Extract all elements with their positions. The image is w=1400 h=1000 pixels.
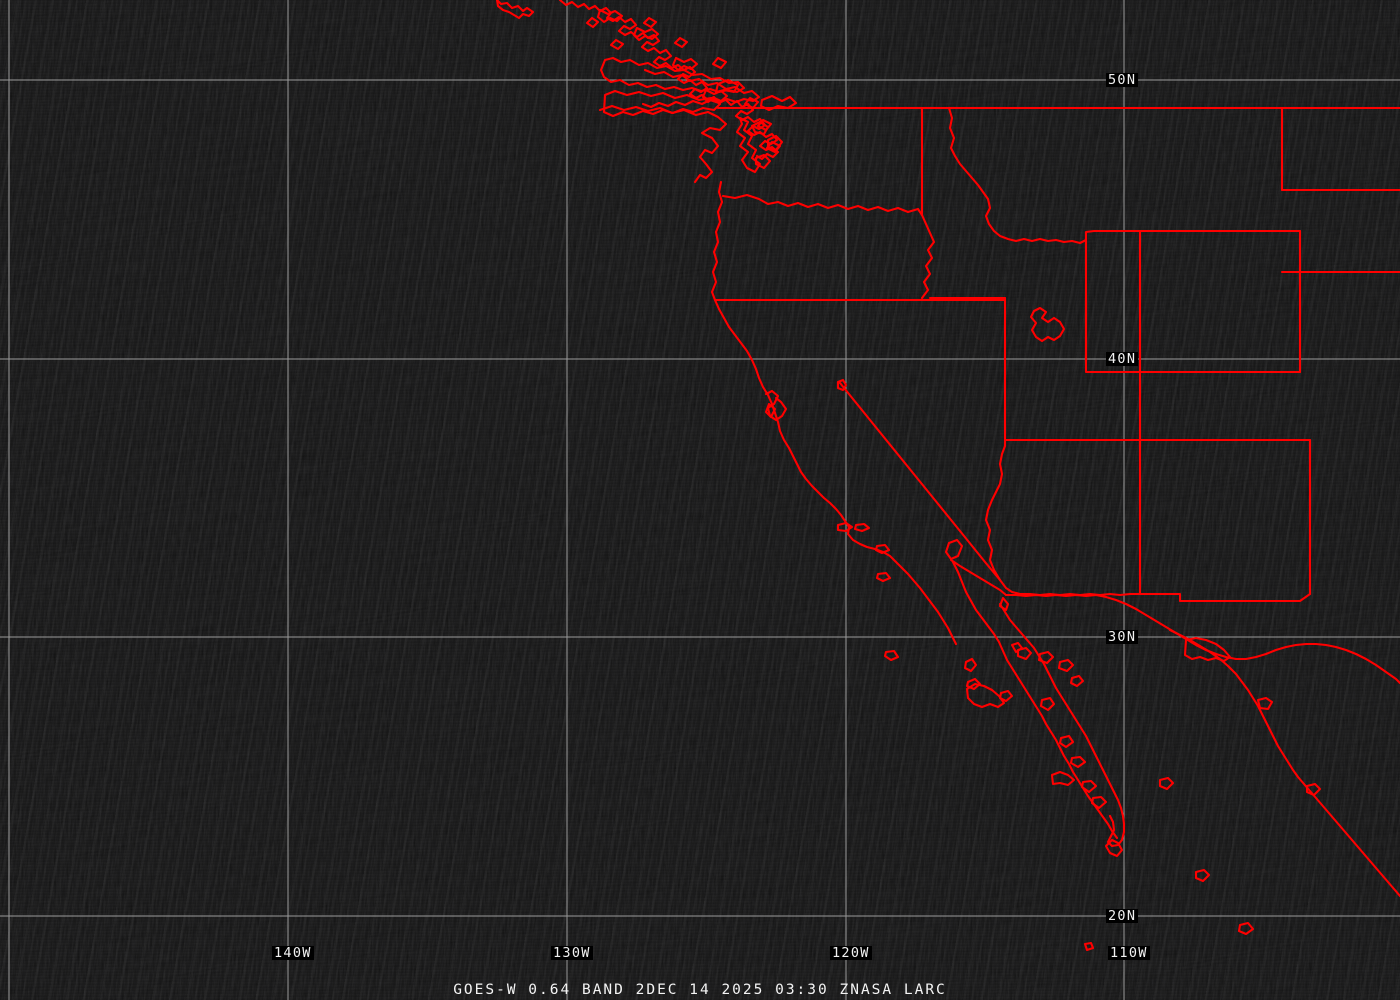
lon-label-110w: 110W bbox=[1108, 945, 1150, 961]
lat-label-50n: 50N bbox=[1106, 72, 1139, 88]
lat-label-20n: 20N bbox=[1106, 908, 1139, 924]
caption-source: NASA LARC bbox=[850, 982, 947, 998]
lat-label-30n: 30N bbox=[1106, 629, 1139, 645]
image-caption-bar: GOES-W 0.64 BAND 2DEC 14 2025 03:30 ZNAS… bbox=[0, 982, 1400, 998]
lon-label-120w: 120W bbox=[830, 945, 872, 961]
lat-label-40n: 40N bbox=[1106, 351, 1139, 367]
caption-datetime: DEC 14 2025 03:30 Z bbox=[646, 982, 851, 998]
caption-satellite-band: GOES-W 0.64 BAND 2 bbox=[453, 982, 647, 998]
lon-label-140w: 140W bbox=[272, 945, 314, 961]
lon-label-130w: 130W bbox=[551, 945, 593, 961]
